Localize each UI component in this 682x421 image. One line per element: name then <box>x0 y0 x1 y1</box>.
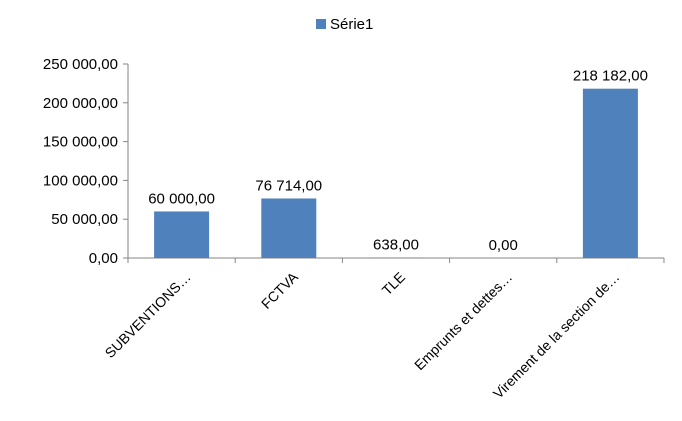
y-tick-label: 200 000,00 <box>43 95 118 112</box>
legend-label: Série1 <box>330 15 374 33</box>
x-category-label: Emprunts et dettes… <box>411 269 515 373</box>
data-label: 60 000,00 <box>148 190 215 207</box>
bar <box>582 88 638 258</box>
data-label: 0,00 <box>489 237 518 254</box>
bar <box>154 211 210 258</box>
x-category-label: Virement de la section de… <box>490 269 623 402</box>
x-category-label: TLE <box>379 269 408 298</box>
y-tick-label: 250 000,00 <box>43 56 118 73</box>
x-category-label: SUBVENTIONS… <box>102 269 194 361</box>
data-label: 638,00 <box>373 237 419 254</box>
x-category-label: FCTVA <box>258 268 301 311</box>
data-label: 218 182,00 <box>573 68 648 85</box>
y-tick-label: 0,00 <box>89 250 118 267</box>
legend-swatch <box>316 19 326 29</box>
y-tick-label: 100 000,00 <box>43 172 118 189</box>
data-label: 76 714,00 <box>255 177 322 194</box>
bar <box>261 198 317 258</box>
legend: Série1 <box>316 14 373 34</box>
y-tick-label: 50 000,00 <box>51 211 118 228</box>
y-tick-label: 150 000,00 <box>43 134 118 151</box>
